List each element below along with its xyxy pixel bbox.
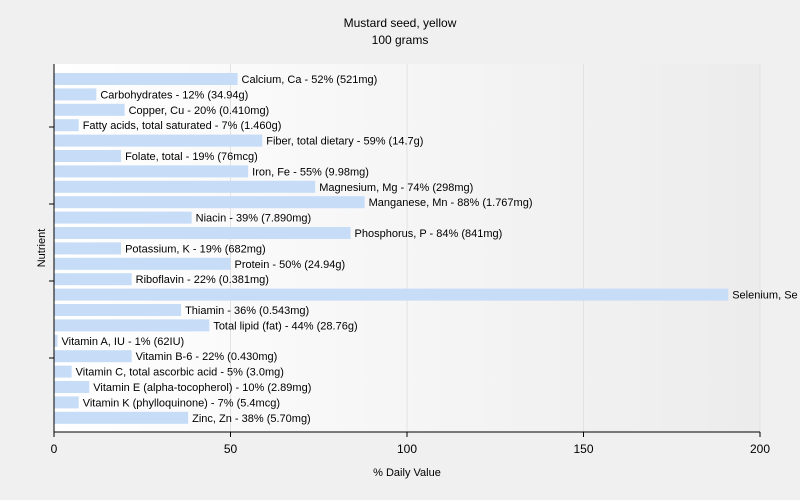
bar <box>54 350 132 363</box>
bar-label: Folate, total - 19% (76mcg) <box>125 151 258 163</box>
bar <box>54 365 72 378</box>
bar-label: Niacin - 39% (7.890mg) <box>196 213 312 225</box>
bar-label: Vitamin C, total ascorbic acid - 5% (3.0… <box>76 367 284 379</box>
x-tick-label: 200 <box>750 442 770 456</box>
bar <box>54 242 122 255</box>
bar-label: Fatty acids, total saturated - 7% (1.460… <box>83 120 282 132</box>
bar <box>54 381 90 393</box>
bar-label: Vitamin K (phylloquinone) - 7% (5.4mcg) <box>83 397 280 409</box>
bar <box>54 288 729 301</box>
bar <box>54 227 351 239</box>
bar-label: Total lipid (fat) - 44% (28.76g) <box>213 320 357 332</box>
bar-label: Vitamin E (alpha-tocopherol) - 10% (2.89… <box>93 382 311 394</box>
x-tick-label: 150 <box>573 442 593 456</box>
x-axis-title: % Daily Value <box>373 467 441 479</box>
bar <box>54 165 249 178</box>
bar <box>54 411 189 424</box>
bar-label: Phosphorus, P - 84% (841mg) <box>355 228 503 240</box>
bar <box>54 273 132 286</box>
bar <box>54 150 122 162</box>
bar-label: Magnesium, Mg - 74% (298mg) <box>319 182 473 194</box>
bar-label: Calcium, Ca - 52% (521mg) <box>242 74 378 86</box>
bar <box>54 211 192 224</box>
bar-label: Zinc, Zn - 38% (5.70mg) <box>192 413 311 425</box>
bar-label: Protein - 50% (24.94g) <box>235 259 346 271</box>
y-axis-title: Nutrient <box>36 229 48 268</box>
bar <box>54 196 365 209</box>
bar <box>54 134 263 147</box>
bar-label: Manganese, Mn - 88% (1.767mg) <box>369 197 533 209</box>
bar <box>54 304 182 316</box>
bar <box>54 119 79 132</box>
bar-label: Potassium, K - 19% (682mg) <box>125 243 266 255</box>
bar-label: Vitamin B-6 - 22% (0.430mg) <box>136 351 278 363</box>
bar <box>54 180 316 193</box>
chart-subtitle: 100 grams <box>371 33 429 47</box>
bar-label: Iron, Fe - 55% (9.98mg) <box>252 166 369 178</box>
bar <box>54 257 231 270</box>
x-tick-label: 100 <box>397 442 417 456</box>
bar <box>54 319 210 332</box>
bar <box>54 88 97 101</box>
bar-label: Copper, Cu - 20% (0.410mg) <box>129 105 270 117</box>
bar-label: Carbohydrates - 12% (34.94g) <box>100 89 248 101</box>
bar-label: Fiber, total dietary - 59% (14.7g) <box>266 136 423 148</box>
x-tick-label: 50 <box>224 442 238 456</box>
bar-label: Thiamin - 36% (0.543mg) <box>185 305 309 317</box>
bar-label: Riboflavin - 22% (0.381mg) <box>136 274 269 286</box>
bar <box>54 73 238 85</box>
bar-label: Selenium, Se - 191% (133.6mcg) <box>732 290 800 302</box>
bar <box>54 334 58 347</box>
x-tick-label: 0 <box>51 442 58 456</box>
chart-title: Mustard seed, yellow <box>343 16 457 30</box>
bar <box>54 103 125 116</box>
bar-label: Vitamin A, IU - 1% (62IU) <box>62 336 185 348</box>
bar <box>54 396 79 409</box>
